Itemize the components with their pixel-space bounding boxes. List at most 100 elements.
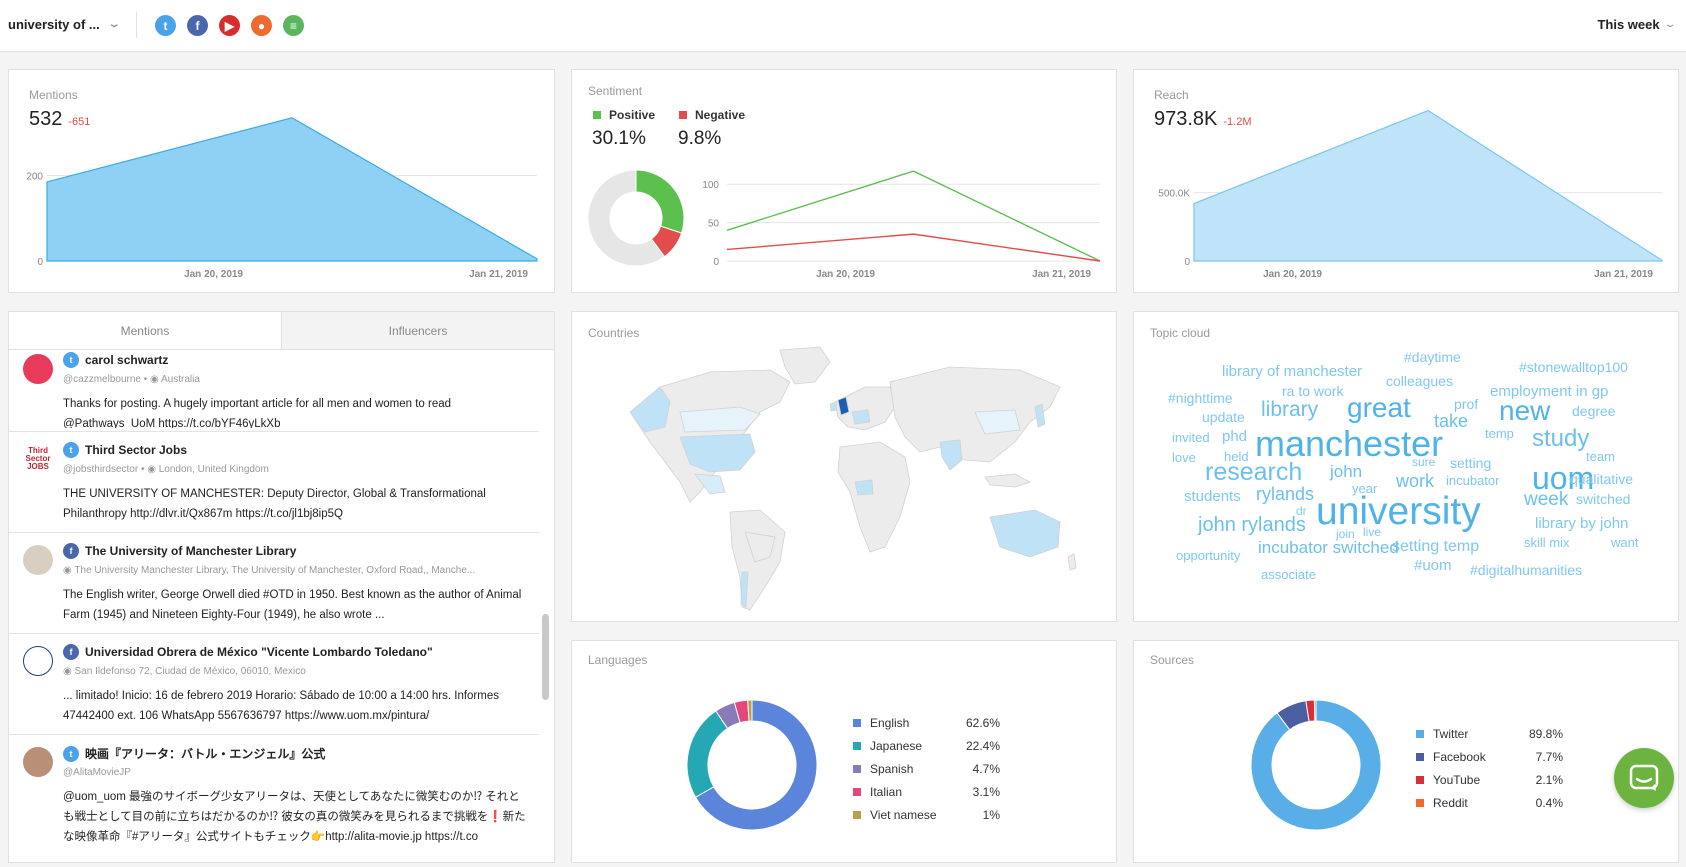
topic-word[interactable]: rylands <box>1256 484 1315 504</box>
topic-word[interactable]: setting <box>1450 455 1492 471</box>
mention-item[interactable]: t 映画『アリータ：バトル・エンジェル』公式 @AlitaMovieJP @uom_u… <box>9 735 539 860</box>
topic-word[interactable]: degree <box>1572 403 1616 419</box>
legend-row: Reddit 0.4% <box>1416 796 1563 810</box>
topic-word[interactable]: take <box>1434 411 1469 431</box>
topic-word[interactable]: incubator <box>1446 473 1500 488</box>
topic-word[interactable]: love <box>1172 450 1196 465</box>
chevron-down-icon: ⌄ <box>107 19 121 30</box>
tab-influencers[interactable]: Influencers <box>281 312 554 349</box>
legend-swatch <box>1416 753 1424 761</box>
line-series-positive <box>726 170 1101 262</box>
location-pin-icon: ◉ <box>63 666 75 677</box>
chat-button[interactable] <box>1614 748 1674 808</box>
legend-swatch <box>1416 730 1424 738</box>
author-name[interactable]: The University of Manchester Library <box>85 544 297 558</box>
topic-word[interactable]: research <box>1205 458 1303 486</box>
topic-word[interactable]: #stonewalltop100 <box>1519 359 1628 375</box>
topic-word[interactable]: team <box>1586 449 1615 464</box>
topic-word[interactable]: colleagues <box>1386 373 1453 389</box>
topic-word[interactable]: students <box>1184 488 1241 505</box>
avatar[interactable]: Third Sector JOBS <box>23 444 53 474</box>
topic-word[interactable]: ra to work <box>1282 383 1344 399</box>
topic-word[interactable]: live <box>1363 525 1382 539</box>
author-name[interactable]: carol schwartz <box>85 353 169 367</box>
youtube-icon[interactable]: ▶ <box>219 15 240 36</box>
topic-word[interactable]: uom <box>1532 460 1595 496</box>
topic-word[interactable]: #daytime <box>1404 349 1461 365</box>
mention-item[interactable]: t carol schwartz @cazzmelbourne • ◉ Austra… <box>9 350 539 432</box>
topic-word[interactable]: library <box>1261 398 1319 421</box>
topic-word[interactable]: opportunity <box>1176 548 1241 563</box>
project-selector[interactable]: university of ... ⌄ <box>8 17 121 32</box>
topic-word[interactable]: work <box>1396 471 1435 491</box>
mention-item[interactable]: f The University of Manchester Library ◉ T… <box>9 533 539 634</box>
topic-word[interactable]: invited <box>1172 430 1210 445</box>
topic-word[interactable]: manchester <box>1255 423 1444 464</box>
topic-word[interactable]: john <box>1330 462 1363 481</box>
x-tick-label: Jan 20, 2019 <box>184 269 243 280</box>
topic-word[interactable]: skill mix <box>1524 535 1570 550</box>
topic-word[interactable]: update <box>1202 409 1245 425</box>
topic-word[interactable]: week <box>1524 489 1569 510</box>
topic-word[interactable]: new <box>1499 395 1551 426</box>
mention-item[interactable]: Third Sector JOBS t Third Sector Jobs @jobs… <box>9 432 539 533</box>
avatar[interactable] <box>23 646 53 676</box>
topic-word[interactable]: dr <box>1296 504 1307 518</box>
avatar[interactable] <box>23 354 53 384</box>
topic-word[interactable]: #nighttime <box>1168 390 1233 406</box>
topic-word[interactable]: employment in gp <box>1490 383 1609 400</box>
mention-header: f Universidad Obrera de México "Vicente L… <box>63 644 433 660</box>
positive-slice <box>635 169 685 234</box>
topic-word[interactable]: want <box>1611 535 1639 550</box>
topic-word[interactable]: join <box>1336 527 1355 541</box>
avatar[interactable] <box>23 545 53 575</box>
mentions-card: Mentions 532 -651 200 0 Jan 20, 2019 Jan 21,… <box>8 69 555 293</box>
topic-word[interactable]: setting temp <box>1392 538 1480 555</box>
topic-word[interactable]: #uom <box>1414 557 1452 574</box>
author-name[interactable]: 映画『アリータ：バトル・エンジェル』公式 <box>85 747 326 761</box>
author-name[interactable]: Third Sector Jobs <box>85 443 188 457</box>
legend-value: 2.1% <box>1535 773 1563 787</box>
world-map[interactable] <box>620 342 1080 617</box>
mention-meta: @AlitaMovieJP <box>63 767 131 778</box>
topic-word[interactable]: library of manchester <box>1222 363 1363 380</box>
topic-word[interactable]: temp <box>1485 426 1514 441</box>
sentiment-card: Sentiment Positive Negative 30.1% 9.8% 1… <box>571 69 1117 293</box>
facebook-icon[interactable]: f <box>187 15 208 36</box>
avatar[interactable] <box>23 747 53 777</box>
news-icon[interactable]: ≡ <box>283 15 304 36</box>
x-tick-label: Jan 21, 2019 <box>1032 269 1091 280</box>
twitter-icon[interactable]: t <box>155 15 176 36</box>
topic-word[interactable]: study <box>1532 425 1590 452</box>
topic-word[interactable]: sure <box>1412 455 1436 469</box>
feed-scrollbar-thumb[interactable] <box>542 614 549 700</box>
tab-mentions[interactable]: Mentions <box>9 312 281 349</box>
mentions-count: 532 -651 <box>29 108 90 131</box>
mention-meta: ◉ San Ildefonso 72, Ciudad de México, 06… <box>63 666 306 677</box>
topic-word[interactable]: prof <box>1454 396 1479 412</box>
location-pin-icon: • ◉ <box>138 464 159 475</box>
topic-word[interactable]: phd <box>1222 428 1248 445</box>
topic-word[interactable]: year <box>1352 481 1378 496</box>
card-title: Reach <box>1154 88 1189 102</box>
topic-word[interactable]: associate <box>1261 567 1316 582</box>
topic-word[interactable]: #digitalhumanities <box>1470 562 1583 578</box>
period-selector[interactable]: This week ⌄ <box>1597 17 1676 32</box>
topic-word[interactable]: library by john <box>1535 515 1629 532</box>
topic-word[interactable]: john rylands <box>1198 514 1306 536</box>
mention-meta: ◉ The University Manchester Library, The… <box>63 565 475 576</box>
topic-word[interactable]: great <box>1347 392 1411 423</box>
topic-word[interactable]: qualitative <box>1570 471 1634 487</box>
legend-value: 4.7% <box>972 762 1000 776</box>
legend-value: 7.7% <box>1535 750 1563 764</box>
topic-word[interactable]: held <box>1224 449 1249 464</box>
topic-word[interactable]: incubator switched <box>1258 538 1399 557</box>
topic-word[interactable]: switched <box>1576 491 1631 507</box>
feed-card: Mentions Influencers t carol schwartz @caz… <box>8 311 555 863</box>
author-name[interactable]: Universidad Obrera de México "Vicente Lo… <box>85 645 433 659</box>
y-tick-label: 200 <box>26 172 43 183</box>
topic-word[interactable]: university <box>1316 490 1481 533</box>
mention-item[interactable]: f Universidad Obrera de México "Vicente L… <box>9 634 539 735</box>
author-location: The University Manchester Library, The U… <box>74 565 476 576</box>
reddit-icon[interactable]: ● <box>251 15 272 36</box>
